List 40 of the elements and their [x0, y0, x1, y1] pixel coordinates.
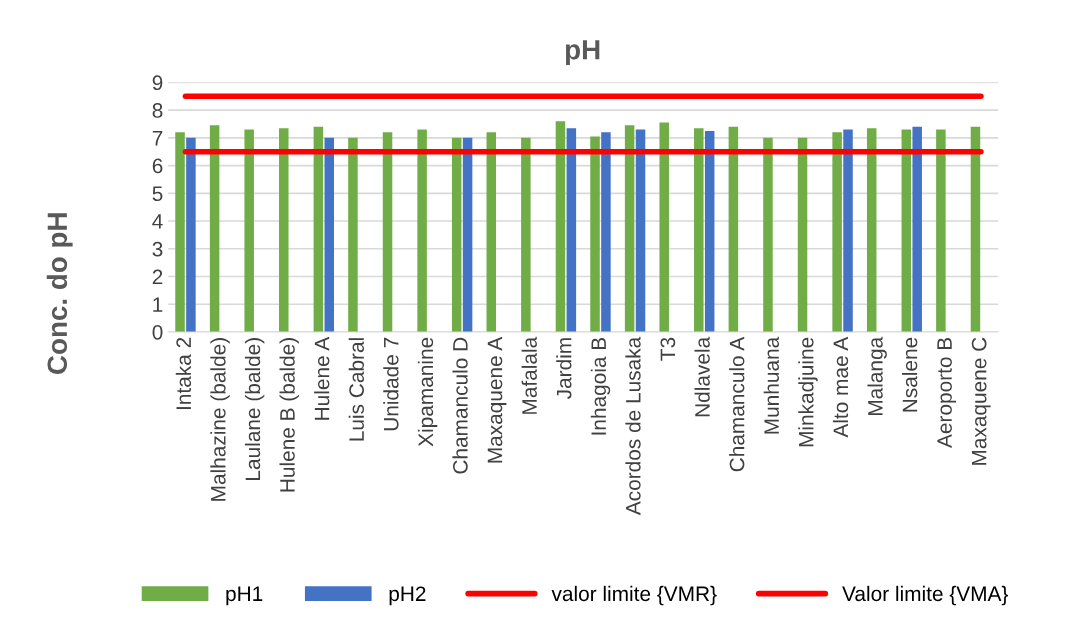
x-tick-label: Nsalene — [902, 337, 918, 412]
x-tick-label: Alto mae A — [832, 336, 849, 438]
x-tick-label: Munhuana — [763, 336, 779, 434]
x-tick-label: Chamanculo D — [452, 337, 468, 474]
x-tick-label: Unidade 7 — [383, 337, 399, 431]
y-tick-label: 8 — [152, 103, 163, 118]
y-tick-label: 1 — [153, 297, 163, 312]
y-tick-label: 3 — [152, 241, 163, 257]
x-tick-label: Maxaquene C — [971, 337, 991, 465]
x-tick-label: Acordos de Lusaka — [625, 336, 641, 516]
x-tick-label: Laulane (balde) — [244, 338, 265, 480]
x-tick-label: Minkadjuine — [798, 337, 818, 447]
x-tick-label: Malanga — [867, 336, 887, 416]
chart-title: pH — [565, 40, 600, 66]
x-tick-label: Chamanculo A — [729, 336, 745, 472]
x-tick-label: Luis Cabral — [348, 338, 364, 441]
x-tick-label: Malhazine (balde) — [210, 338, 230, 501]
y-tick-label: 2 — [152, 269, 163, 285]
x-tick-label: Intaka 2 — [175, 337, 192, 410]
x-tick-label: Jardim — [556, 338, 572, 400]
y-tick-label: 4 — [152, 214, 163, 229]
legend-label: pH2 — [389, 586, 426, 606]
x-tick-label: Maxaquene A — [487, 336, 507, 463]
legend-label: Valor limite {VMA} — [842, 585, 1009, 606]
x-tick-label: Ndlavela — [694, 336, 710, 417]
y-tick-label: 9 — [152, 75, 163, 91]
x-tick-label: Mafalala — [521, 336, 537, 414]
x-tick-label: Hulene B (balde) — [279, 338, 299, 492]
legend-label: valor limite {VMR} — [551, 585, 717, 606]
x-tick-label: Xipamanine — [417, 337, 438, 447]
y-axis-title: Conc. do pH — [46, 213, 73, 374]
y-tick-label: 5 — [152, 186, 163, 202]
x-tick-label: Inhagoia B — [590, 337, 611, 435]
legend-label: pH1 — [226, 586, 263, 606]
x-tick-label: T3 — [660, 337, 676, 361]
x-tick-label: Aeroporto B — [937, 337, 957, 448]
y-tick-label: 6 — [152, 158, 163, 174]
y-tick-label: 0 — [152, 324, 163, 340]
y-tick-label: 7 — [152, 131, 163, 146]
x-tick-label: Hulene A — [314, 336, 330, 420]
